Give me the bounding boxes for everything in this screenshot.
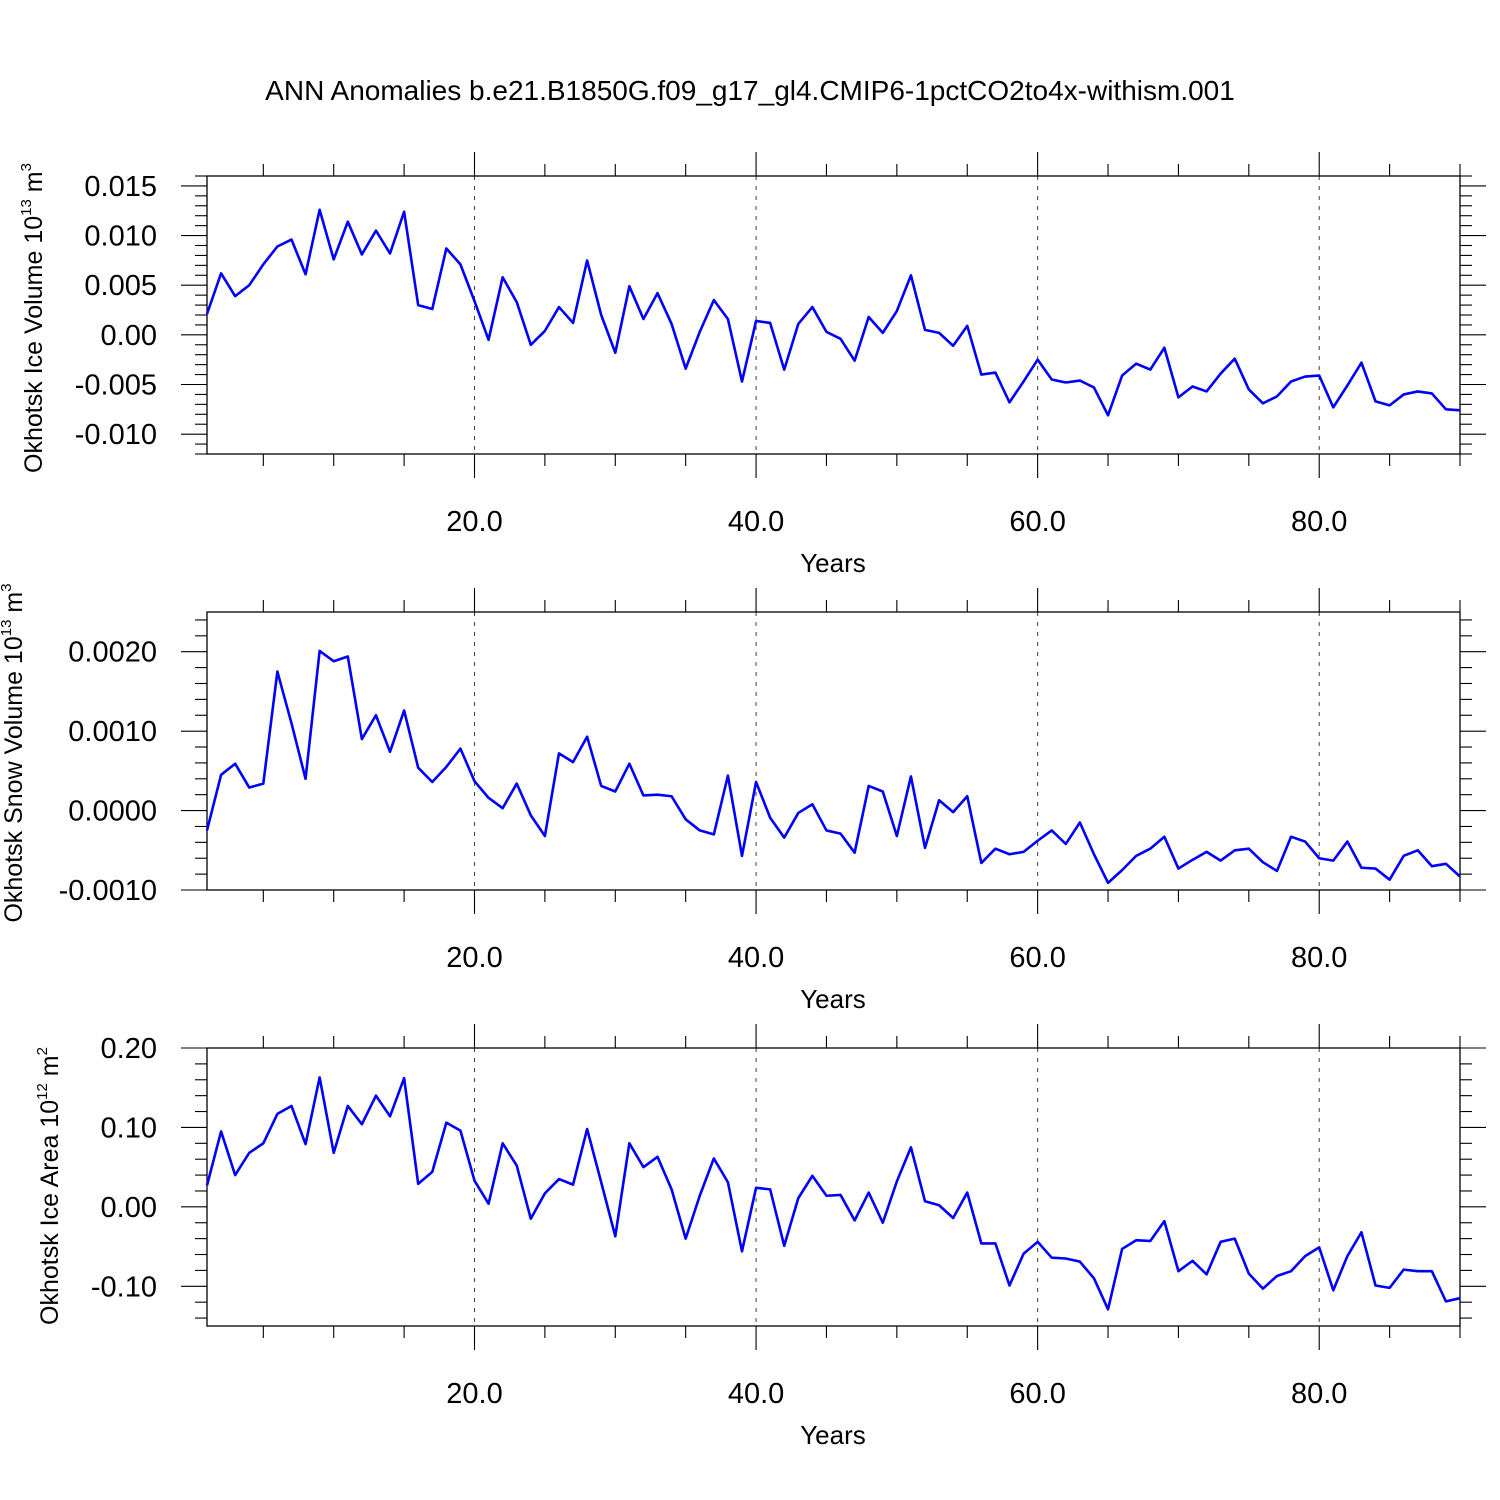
x-tick-label: 60.0 — [1009, 1378, 1065, 1410]
y-axis-title-exponent: 13 — [0, 620, 15, 637]
y-tick-label: 0.015 — [84, 171, 157, 203]
series-line — [205, 649, 1461, 885]
y-axis-title-text: Okhotsk Ice Volume 10 — [20, 216, 48, 473]
y-tick-label: 0.00 — [101, 1192, 157, 1224]
y-tick-label: -0.0010 — [59, 875, 157, 907]
x-tick-label: 40.0 — [728, 942, 784, 974]
x-tick-label: 80.0 — [1291, 1378, 1347, 1410]
y-axis-title-unit: m — [36, 1055, 64, 1083]
x-tick-label: 20.0 — [446, 506, 502, 538]
y-axis-title-unit: m — [20, 171, 48, 199]
y-axis-title: Okhotsk Snow Volume 1013 m3 — [0, 583, 28, 922]
x-tick-label: 80.0 — [1291, 942, 1347, 974]
y-axis-title-unit-exponent: 3 — [0, 583, 15, 591]
chart-title: ANN Anomalies b.e21.B1850G.f09_g17_gl4.C… — [265, 75, 1235, 106]
y-axis-title-unit-exponent: 2 — [34, 1047, 51, 1055]
y-tick-label: -0.010 — [75, 419, 157, 451]
y-axis-title-unit: m — [0, 592, 28, 620]
y-axis-title-exponent: 13 — [18, 199, 35, 216]
plot-frame — [206, 175, 1461, 455]
series-line — [205, 208, 1461, 417]
plot-frame — [206, 1047, 1461, 1327]
x-axis-title: Years — [800, 1420, 866, 1450]
y-axis-title-exponent: 12 — [34, 1083, 51, 1100]
x-tick-label: 80.0 — [1291, 506, 1347, 538]
y-axis-title-text: Okhotsk Snow Volume 10 — [0, 636, 28, 922]
y-axis-title-unit-exponent: 3 — [18, 163, 35, 171]
y-tick-label: 0.0000 — [68, 796, 157, 828]
x-tick-label: 40.0 — [728, 506, 784, 538]
y-tick-label: 0.20 — [101, 1033, 157, 1065]
y-tick-label: 0.10 — [101, 1112, 157, 1144]
x-tick-label: 40.0 — [728, 1378, 784, 1410]
plot-frame — [206, 611, 1461, 891]
y-axis-title: Okhotsk Ice Area 1012 m2 — [34, 1047, 64, 1325]
x-tick-label: 60.0 — [1009, 506, 1065, 538]
y-tick-label: 0.010 — [84, 221, 157, 253]
panel-ice-volume: Okhotsk Ice Volume 1013 m3 Years 20.0 40.… — [18, 152, 1486, 578]
x-axis-title: Years — [800, 548, 866, 578]
x-tick-label: 60.0 — [1009, 942, 1065, 974]
series-line — [205, 1076, 1461, 1311]
panel-snow-volume: Okhotsk Snow Volume 1013 m3 Years 20.0 40… — [0, 583, 1486, 1014]
y-tick-label: -0.005 — [75, 370, 157, 402]
x-tick-label: 20.0 — [446, 942, 502, 974]
y-tick-label: 0.005 — [84, 270, 157, 302]
y-tick-label: 0.0010 — [68, 716, 157, 748]
y-axis-title: Okhotsk Ice Volume 1013 m3 — [18, 163, 48, 473]
x-axis-title: Years — [800, 984, 866, 1014]
y-tick-label: 0.00 — [101, 320, 157, 352]
y-tick-label: -0.10 — [91, 1271, 157, 1303]
y-axis-title-text: Okhotsk Ice Area 10 — [36, 1100, 64, 1325]
x-tick-label: 20.0 — [446, 1378, 502, 1410]
y-tick-label: 0.0020 — [68, 637, 157, 669]
panel-ice-area: Okhotsk Ice Area 1012 m2 Years 20.0 40.0 6… — [34, 1024, 1486, 1450]
